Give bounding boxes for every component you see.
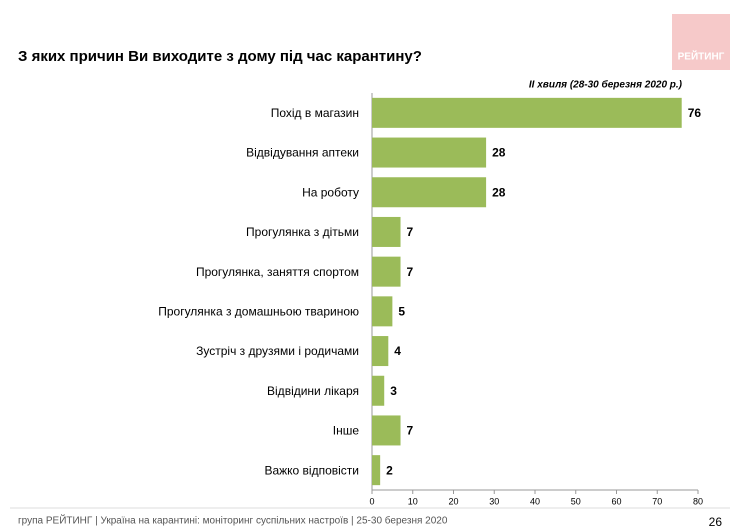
x-tick-label: 30	[489, 496, 499, 506]
bar	[372, 256, 401, 287]
x-tick-label: 20	[448, 496, 458, 506]
footer: група РЕЙТИНГ | Україна на карантині: мо…	[18, 514, 448, 527]
value-label: 5	[398, 305, 405, 319]
value-label: 4	[394, 344, 401, 358]
y-tick-label: Важко відповісти	[264, 463, 359, 477]
y-tick-label: На роботу	[302, 185, 359, 199]
value-label: 7	[407, 265, 414, 279]
x-tick-label: 10	[408, 496, 418, 506]
logo-box	[672, 14, 730, 70]
value-label: 7	[407, 424, 414, 438]
value-label: 7	[407, 225, 414, 239]
value-label: 2	[386, 463, 393, 477]
bar	[372, 375, 385, 406]
y-tick-label: Відвідини лікаря	[267, 384, 359, 398]
y-tick-label: Прогулянка з домашньою твариною	[158, 305, 359, 319]
x-tick-label: 80	[693, 496, 703, 506]
y-tick-label: Інше	[333, 424, 360, 438]
bar	[372, 455, 381, 486]
bar	[372, 216, 401, 247]
x-tick-label: 60	[611, 496, 621, 506]
chart-subtitle: II хвиля (28-30 березня 2020 р.)	[529, 79, 683, 91]
y-tick-label: Похід в магазин	[271, 106, 359, 120]
x-tick-label: 0	[369, 496, 374, 506]
bar	[372, 296, 393, 327]
y-tick-label: Відвідування аптеки	[246, 146, 359, 160]
x-tick-label: 50	[571, 496, 581, 506]
y-tick-label: Прогулянка, заняття спортом	[196, 265, 359, 279]
chart-title: З яких причин Ви виходите з дому під час…	[18, 48, 422, 65]
bar	[372, 177, 487, 208]
y-tick-label: Зустріч з друзями і родичами	[196, 344, 359, 358]
bar	[372, 137, 487, 168]
y-tick-label: Прогулянка з дітьми	[246, 225, 359, 239]
value-label: 3	[390, 384, 397, 398]
page-number: 26	[709, 515, 723, 529]
x-tick-label: 70	[652, 496, 662, 506]
bar	[372, 97, 682, 128]
bar	[372, 336, 389, 367]
bar	[372, 415, 401, 446]
value-label: 28	[492, 146, 506, 160]
x-tick-label: 40	[530, 496, 540, 506]
value-label: 76	[688, 106, 702, 120]
value-label: 28	[492, 185, 506, 199]
logo: РЕЙТИНГ	[678, 50, 725, 63]
